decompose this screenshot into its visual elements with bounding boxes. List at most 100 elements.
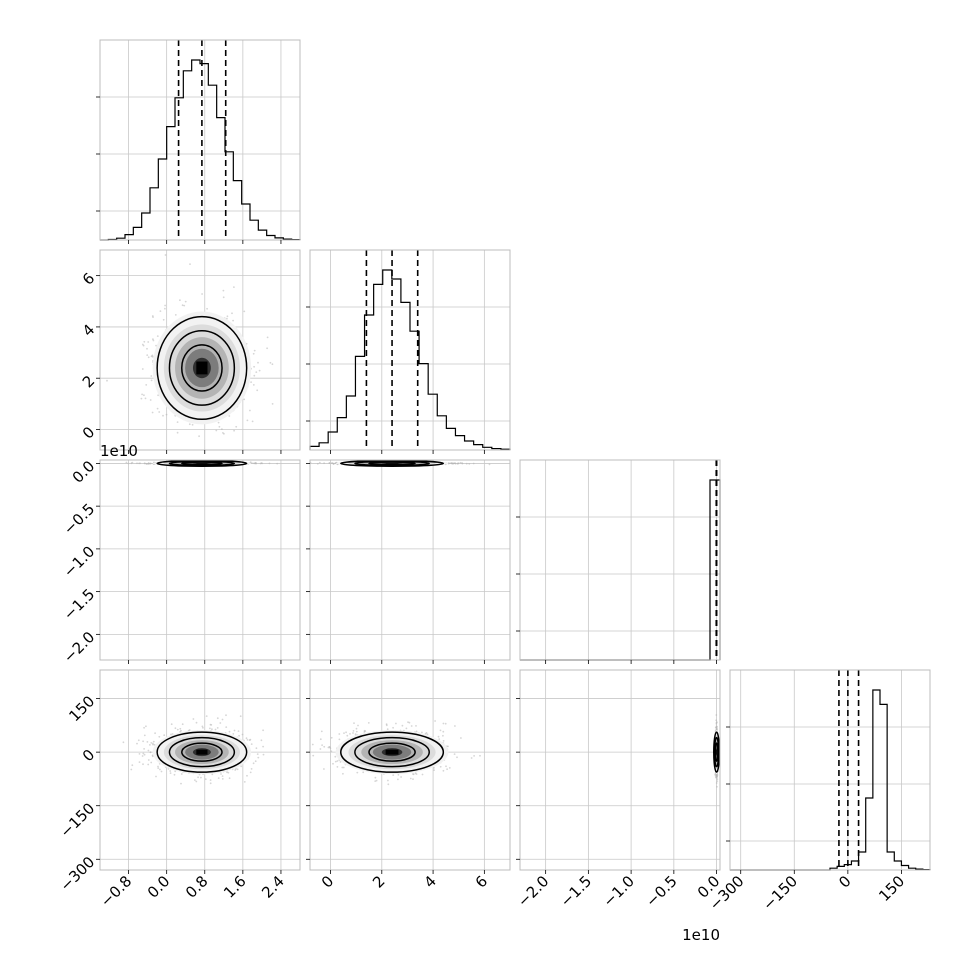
sample-point bbox=[181, 304, 184, 307]
panel-content bbox=[294, 720, 481, 786]
sample-point bbox=[174, 314, 177, 316]
sample-point bbox=[215, 429, 218, 432]
sample-point bbox=[150, 355, 153, 358]
sample-point bbox=[319, 738, 322, 741]
sample-point bbox=[262, 729, 264, 732]
sample-point bbox=[329, 747, 332, 750]
density-peak bbox=[385, 749, 399, 755]
sample-point bbox=[262, 745, 264, 748]
sample-point bbox=[479, 754, 481, 757]
sample-point bbox=[334, 755, 337, 758]
sample-point bbox=[433, 767, 435, 769]
sample-point bbox=[192, 718, 195, 720]
sample-point bbox=[353, 722, 355, 724]
hist-panel-3 bbox=[726, 669, 931, 871]
sample-point bbox=[226, 771, 228, 774]
sample-point bbox=[211, 728, 213, 731]
sample-point bbox=[338, 738, 341, 741]
sample-point bbox=[155, 775, 157, 778]
sample-point bbox=[243, 781, 246, 783]
sample-point bbox=[209, 779, 212, 781]
sample-point bbox=[170, 723, 173, 726]
sample-point bbox=[439, 765, 442, 768]
sample-point bbox=[323, 745, 326, 748]
axes-frame bbox=[729, 669, 931, 871]
contour-line bbox=[156, 731, 248, 773]
sample-point bbox=[446, 768, 448, 771]
sample-point bbox=[364, 730, 367, 732]
sample-point bbox=[395, 722, 397, 725]
contour-line bbox=[340, 460, 445, 467]
sample-point bbox=[343, 732, 345, 734]
sample-point bbox=[255, 371, 258, 373]
sample-point bbox=[209, 782, 212, 785]
histogram-outline bbox=[520, 479, 721, 661]
sample-point bbox=[357, 724, 359, 727]
sample-point bbox=[130, 768, 133, 771]
sample-point bbox=[145, 725, 147, 728]
sample-point bbox=[328, 462, 331, 465]
sample-point bbox=[251, 462, 253, 464]
sample-point bbox=[157, 765, 159, 768]
sample-point bbox=[162, 414, 164, 417]
sample-point bbox=[164, 304, 166, 307]
sample-point bbox=[219, 722, 222, 724]
sample-point bbox=[374, 776, 377, 779]
sample-point bbox=[173, 773, 176, 776]
sample-point bbox=[367, 722, 370, 724]
sample-point bbox=[362, 771, 365, 774]
sample-point bbox=[255, 462, 257, 465]
sample-point bbox=[253, 374, 256, 377]
sample-point bbox=[352, 732, 354, 734]
panel-content bbox=[122, 714, 265, 785]
sample-point bbox=[238, 734, 241, 737]
density-peak bbox=[385, 463, 399, 464]
panel-content bbox=[125, 460, 279, 467]
sample-point bbox=[226, 315, 229, 318]
sample-point bbox=[216, 727, 219, 729]
sample-point bbox=[127, 462, 130, 465]
sample-point bbox=[250, 743, 253, 745]
sample-point bbox=[159, 768, 161, 771]
sample-point bbox=[227, 771, 230, 774]
axes-frame bbox=[309, 669, 511, 871]
contour-line bbox=[168, 460, 236, 467]
sample-point bbox=[434, 720, 436, 722]
sample-point bbox=[253, 349, 256, 352]
sample-point bbox=[141, 343, 144, 346]
sample-point bbox=[408, 721, 411, 724]
sample-point bbox=[154, 732, 156, 735]
sample-point bbox=[164, 307, 166, 310]
sample-point bbox=[216, 717, 219, 720]
sample-point bbox=[143, 753, 146, 756]
sample-point bbox=[294, 736, 296, 738]
sample-point bbox=[141, 755, 144, 757]
sample-point bbox=[250, 381, 253, 383]
sample-point bbox=[145, 384, 148, 386]
sample-point bbox=[188, 729, 191, 731]
panel-content bbox=[713, 714, 720, 788]
hist-panel-1 bbox=[306, 249, 511, 451]
sample-point bbox=[334, 760, 337, 763]
sample-point bbox=[240, 765, 243, 768]
sample-point bbox=[245, 737, 248, 740]
sample-point bbox=[184, 300, 187, 303]
sample-point bbox=[158, 411, 161, 413]
axes-frame bbox=[99, 669, 301, 871]
sample-point bbox=[355, 727, 358, 730]
sample-point bbox=[146, 347, 148, 350]
sample-point bbox=[231, 312, 233, 315]
axes-frame bbox=[309, 249, 511, 451]
sample-point bbox=[157, 394, 159, 397]
sample-point bbox=[222, 296, 225, 299]
sample-point bbox=[143, 726, 145, 729]
sample-point bbox=[262, 753, 265, 756]
sample-point bbox=[147, 356, 150, 359]
sample-point bbox=[257, 361, 259, 364]
sample-point bbox=[255, 747, 258, 750]
sample-point bbox=[472, 462, 475, 465]
sample-point bbox=[397, 778, 399, 781]
sample-point bbox=[457, 462, 459, 464]
sample-point bbox=[176, 431, 179, 434]
sample-point bbox=[180, 782, 182, 785]
